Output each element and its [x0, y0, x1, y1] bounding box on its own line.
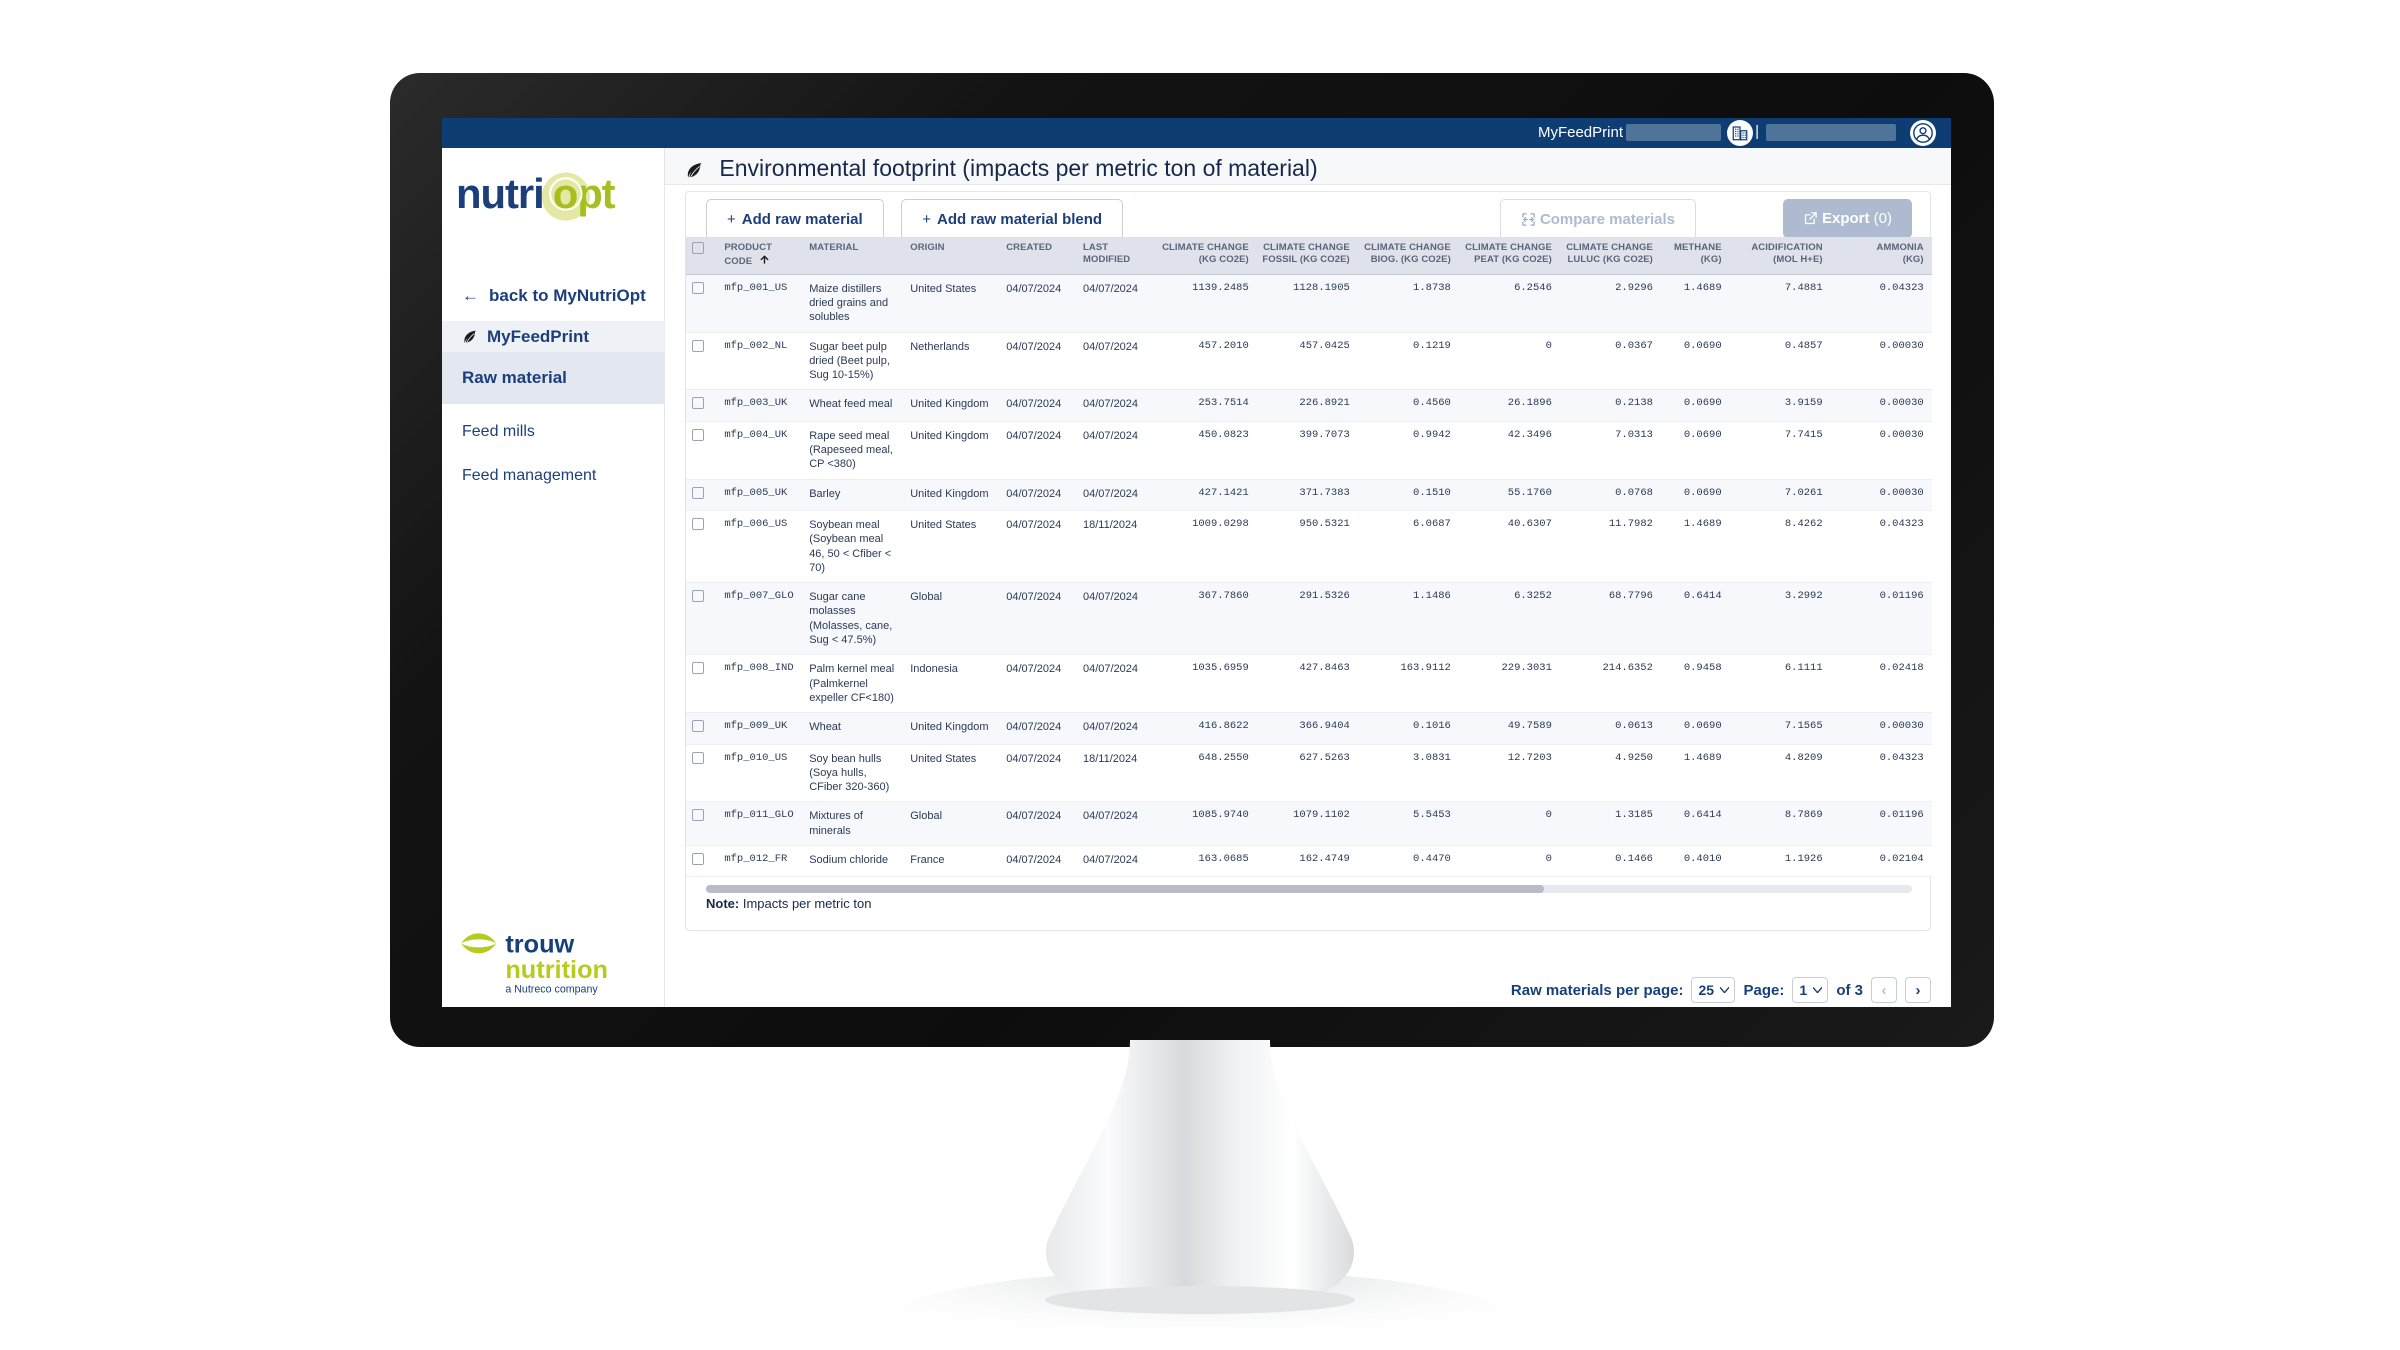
svg-text:nutrition: nutrition	[505, 956, 608, 984]
svg-text:trouw: trouw	[505, 931, 574, 959]
svg-text:a Nutreco company: a Nutreco company	[505, 984, 598, 996]
svg-text:nutri: nutri	[456, 170, 544, 217]
